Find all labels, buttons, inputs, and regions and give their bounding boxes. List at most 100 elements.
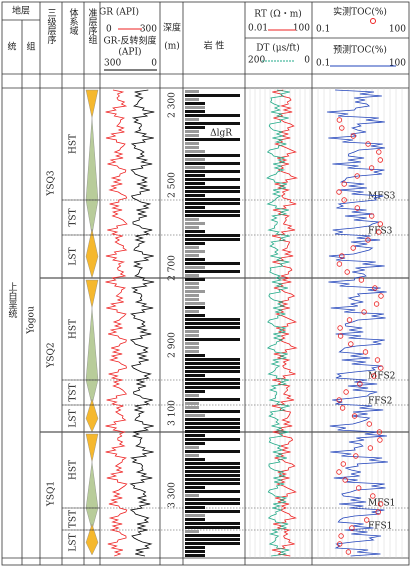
depth-label: 2 500 <box>168 172 178 198</box>
lithology-band <box>185 298 199 301</box>
lithology-band <box>185 262 240 265</box>
series-header: 统 <box>7 41 16 53</box>
toc-measured-point <box>362 349 369 355</box>
toc-measured-title: 实测TOC(%) <box>333 6 387 18</box>
gr-min: 0 <box>106 25 112 35</box>
toc-measured-point <box>348 341 354 347</box>
toc-measured-point <box>353 453 359 459</box>
surface-label: FFS2 <box>368 397 392 407</box>
gr-rev-min: 300 <box>104 59 121 69</box>
lithology-band <box>185 454 199 457</box>
lithology-band <box>185 254 199 257</box>
lithology-band <box>185 310 199 313</box>
lithology-header: 岩 性 <box>204 40 225 52</box>
toc-measured-point <box>370 493 376 499</box>
lithology-band <box>185 134 199 137</box>
lithology-band <box>185 146 199 149</box>
lithology-band <box>185 102 205 105</box>
parasequence-rise <box>85 89 99 119</box>
lithology-band <box>185 354 205 357</box>
toc-measured-point <box>349 525 355 531</box>
lithology-band <box>185 434 205 437</box>
toc-measured-point <box>354 205 360 211</box>
toc-measured-point <box>365 237 371 243</box>
dt-curve <box>266 89 290 557</box>
surface-label: MFS1 <box>368 499 395 509</box>
depth-label: 2 700 <box>168 255 178 281</box>
lithology-band <box>185 538 240 541</box>
lithology-band <box>185 386 240 389</box>
tract-label: LST <box>69 533 79 551</box>
toc-measured-point <box>354 173 360 179</box>
sequence-label: YSQ3 <box>47 170 57 196</box>
depth-label: 3 300 <box>168 482 178 508</box>
lithology-band <box>185 370 240 373</box>
lithology-band <box>185 498 240 501</box>
lithology-band <box>185 282 199 285</box>
rt-max: 100 <box>293 24 310 34</box>
parasequence-rise <box>85 279 99 309</box>
surface-label: FFS3 <box>368 227 393 237</box>
toc-measured-point <box>339 253 345 259</box>
lithology-band <box>185 306 205 309</box>
lithology-band <box>185 430 240 433</box>
rt-min: 0.01 <box>248 24 268 34</box>
lithology-band <box>185 346 199 349</box>
toc-measured-point <box>375 509 381 515</box>
dt-max: 0 <box>304 56 310 66</box>
lithology-band <box>185 438 240 441</box>
lithology-band <box>185 162 240 165</box>
depth-label: 2 300 <box>168 92 178 118</box>
lithology-band <box>185 142 199 145</box>
toc-predicted-max: 100 <box>389 59 406 69</box>
parasequence-lst <box>85 523 99 556</box>
toc-measured-point <box>336 469 342 475</box>
parasequence-hst <box>85 307 99 381</box>
toc-measured-point <box>357 381 363 387</box>
lithology-band <box>185 374 205 377</box>
lithology-band <box>185 518 205 521</box>
lithology-band <box>185 198 240 201</box>
lithology-band <box>185 546 205 549</box>
lithology-band <box>185 466 240 469</box>
toc-measured-point <box>366 421 372 427</box>
lithology-band <box>185 550 205 553</box>
toc-measured-max: 100 <box>389 25 406 35</box>
lithology-band <box>185 182 205 185</box>
lithology-band <box>185 462 240 465</box>
toc-measured-point <box>377 221 383 227</box>
lithology-band <box>185 442 205 445</box>
surface-label: MFS2 <box>368 372 395 382</box>
lithology-band <box>185 250 205 253</box>
toc-measured-point <box>356 485 362 491</box>
gr-rev-unit: (API) <box>118 47 141 58</box>
toc-measured-point <box>365 141 371 147</box>
lithology-band <box>185 326 240 329</box>
lithology-band <box>185 194 205 197</box>
lithology-band <box>185 166 205 169</box>
toc-predicted-curve <box>326 89 388 557</box>
lithology-band <box>185 350 199 353</box>
lithology-band <box>185 534 240 537</box>
lithology-band <box>185 530 199 533</box>
lithology-band <box>185 450 240 453</box>
lithology-band <box>185 410 240 413</box>
lithology-band <box>185 362 240 365</box>
gr-rev-title: GR-反转刻度 <box>103 35 156 47</box>
toc-measured-point <box>346 317 353 323</box>
lithology-band <box>185 414 205 417</box>
toc-measured-point <box>336 397 342 403</box>
toc-measured-point <box>377 437 383 443</box>
lithology-band <box>185 90 199 93</box>
lithology-band <box>185 138 240 141</box>
lithology-band <box>185 126 205 129</box>
lithology-band <box>185 322 240 325</box>
series-label: 上白垩统 <box>7 282 18 319</box>
lithology-band <box>185 526 240 529</box>
lithology-band <box>185 458 205 461</box>
column-header: 体系域 <box>68 7 79 35</box>
dt-min: 200 <box>248 56 265 66</box>
toc-measured-point <box>340 461 346 467</box>
lithology-band <box>185 174 205 177</box>
toc-measured-point <box>376 229 382 235</box>
